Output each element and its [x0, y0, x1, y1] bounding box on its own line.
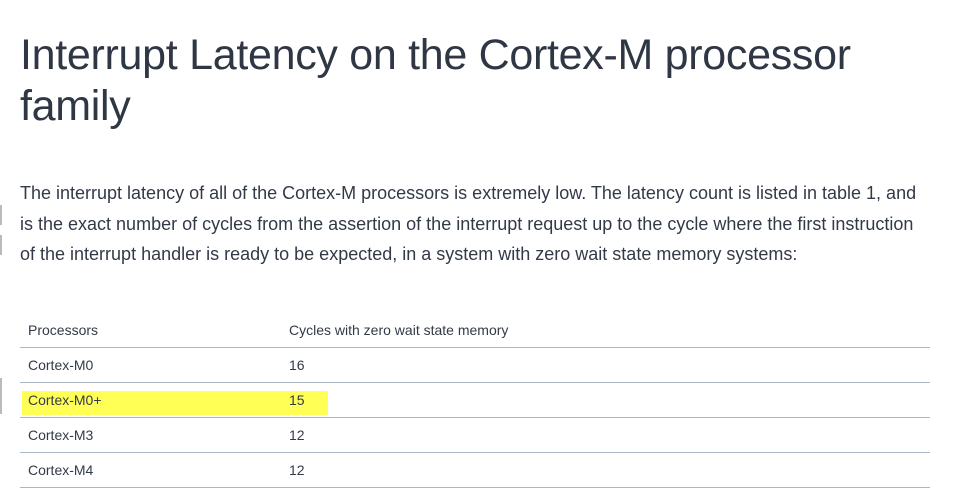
- table-row: Cortex-M3 12: [20, 417, 930, 453]
- header-processors: Processors: [20, 313, 281, 348]
- scroll-edge-mark: [0, 378, 2, 414]
- processor-cell: Cortex-M3: [20, 417, 281, 453]
- table-row-highlighted: Cortex-M0+ 15: [20, 382, 930, 418]
- processor-cell: Cortex-M0+: [20, 382, 281, 418]
- cycles-cell: 12: [281, 452, 930, 488]
- latency-table: Processors Cycles with zero wait state m…: [20, 313, 930, 488]
- processor-cell: Cortex-M0: [20, 347, 281, 383]
- cycles-cell: 16: [281, 347, 930, 383]
- scroll-edge-mark: [0, 205, 2, 225]
- page-title: Interrupt Latency on the Cortex-M proces…: [20, 31, 851, 130]
- intro-paragraph: The interrupt latency of all of the Cort…: [20, 183, 917, 264]
- scroll-edge-mark: [0, 235, 2, 255]
- processor-cell: Cortex-M4: [20, 452, 281, 488]
- table-row: Cortex-M4 12: [20, 452, 930, 488]
- table-row: Cortex-M0 16: [20, 347, 930, 383]
- cycles-cell: 12: [281, 417, 930, 453]
- header-cycles: Cycles with zero wait state memory: [281, 313, 930, 348]
- cycles-cell: 15: [281, 382, 930, 418]
- table-header-row: Processors Cycles with zero wait state m…: [20, 313, 930, 348]
